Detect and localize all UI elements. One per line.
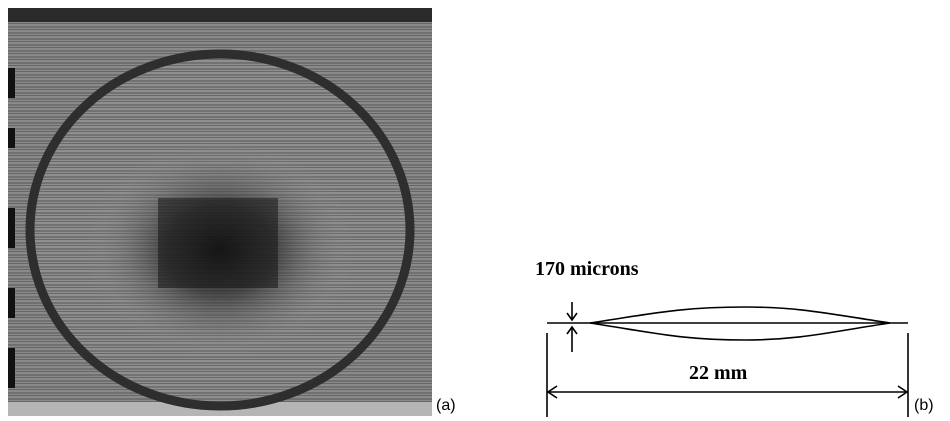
cross-section-diagram — [546, 302, 909, 417]
lens-profile-lower — [589, 322, 891, 341]
specimen-rim — [25, 49, 415, 411]
thickness-label: 170 microns — [535, 258, 639, 280]
lens-profile-upper — [589, 306, 891, 324]
panel-b-label: (b) — [914, 397, 934, 414]
panel-a-label: (a) — [436, 397, 456, 414]
thickness-arrowhead-down — [566, 312, 578, 322]
width-arrowhead-left — [546, 385, 558, 399]
specimen-photo-image — [8, 8, 432, 416]
width-arrowhead-right — [897, 385, 909, 399]
thickness-arrowhead-up — [566, 325, 578, 335]
width-label: 22 mm — [689, 362, 748, 384]
specimen-photo — [8, 8, 432, 416]
